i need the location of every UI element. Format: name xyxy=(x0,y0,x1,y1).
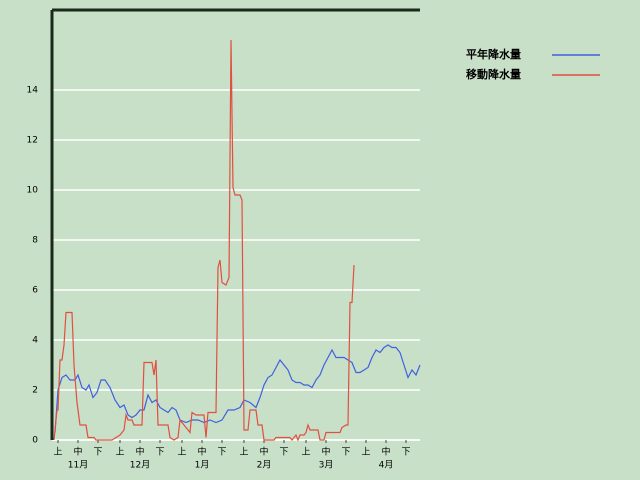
month-label: 3月 xyxy=(319,460,334,471)
x-tick-label: 上 xyxy=(361,447,370,458)
y-tick-label: 2 xyxy=(32,386,38,396)
month-label: 11月 xyxy=(68,460,88,471)
y-tick-label: 12 xyxy=(27,136,38,146)
x-tick-label: 上 xyxy=(301,447,310,458)
month-label: 1月 xyxy=(195,460,210,471)
x-tick-label: 下 xyxy=(279,448,288,458)
x-tick-label: 下 xyxy=(93,448,102,458)
series-line xyxy=(54,344,421,433)
month-label: 4月 xyxy=(379,460,394,471)
x-tick-label: 下 xyxy=(217,448,226,458)
x-tick-label: 中 xyxy=(259,446,268,458)
y-tick-label: 8 xyxy=(32,236,38,246)
month-label: 2月 xyxy=(257,460,272,471)
x-tick-label: 中 xyxy=(321,446,330,458)
x-tick-label: 下 xyxy=(155,448,164,458)
x-tick-label: 下 xyxy=(341,448,350,458)
y-tick-label: 14 xyxy=(27,86,39,96)
x-tick-label: 上 xyxy=(53,447,62,458)
y-tick-label: 6 xyxy=(32,286,38,296)
y-tick-label: 10 xyxy=(27,186,39,196)
x-tick-label: 中 xyxy=(73,446,82,458)
month-label: 12月 xyxy=(130,460,150,471)
y-tick-label: 0 xyxy=(32,436,38,446)
x-tick-label: 上 xyxy=(177,447,186,458)
x-tick-label: 上 xyxy=(115,447,124,458)
x-tick-label: 中 xyxy=(135,446,144,458)
x-tick-label: 上 xyxy=(239,447,248,458)
y-tick-label: 4 xyxy=(32,336,38,346)
series-line xyxy=(53,39,355,442)
x-tick-label: 中 xyxy=(197,446,206,458)
legend-label: 移動降水量 xyxy=(466,67,521,81)
legend-label: 平年降水量 xyxy=(466,47,521,61)
x-tick-label: 中 xyxy=(381,446,390,458)
x-tick-label: 下 xyxy=(401,448,410,458)
